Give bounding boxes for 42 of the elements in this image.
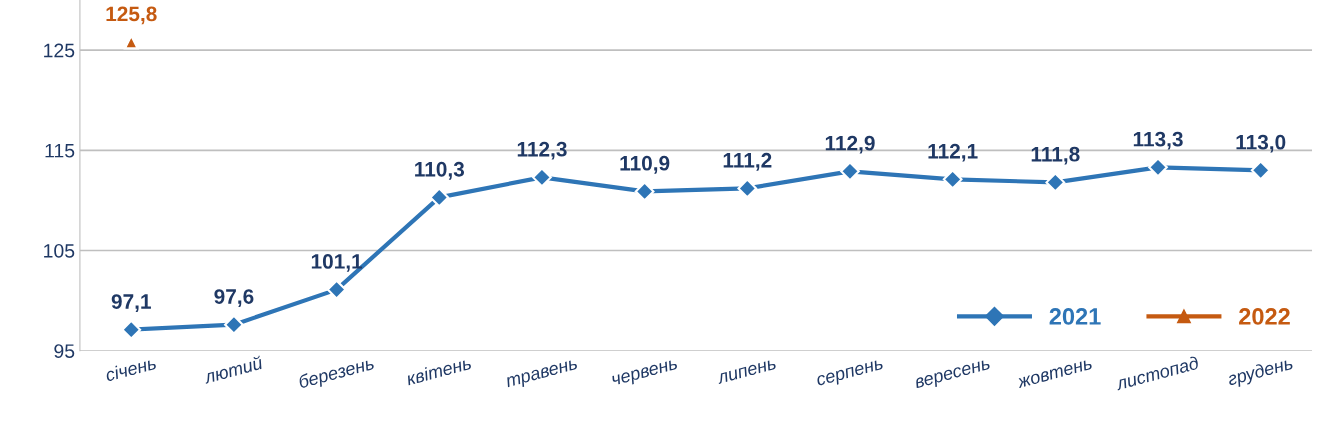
data-label: 111,2 [723, 152, 772, 171]
legend-label: 2021 [1049, 308, 1101, 325]
x-tick-label: травень [505, 359, 579, 391]
point [634, 181, 655, 202]
point [737, 178, 758, 199]
point [429, 187, 450, 208]
data-label: 97,6 [214, 289, 254, 307]
x-tick-label: січень [104, 355, 157, 382]
data-label: 113,3 [1133, 131, 1183, 150]
x-tick-label: жовтень [1016, 359, 1093, 389]
point [326, 279, 347, 300]
point [942, 169, 963, 190]
y-tick-label: 115 [45, 143, 75, 158]
x-tick-label: вересень [914, 359, 992, 392]
x-tick-label: серпень [816, 359, 885, 390]
data-label: 125,8 [106, 6, 157, 25]
data-label: 112,3 [517, 141, 567, 160]
legend-label: 2022 [1239, 308, 1290, 325]
data-label: 110,9 [620, 155, 670, 174]
x-tick-label: липень [716, 359, 777, 385]
point [1045, 172, 1066, 193]
data-label: 101,1 [311, 254, 363, 272]
point [1250, 160, 1271, 181]
x-tick-label: червень [611, 359, 679, 390]
point [1148, 157, 1168, 178]
x-tick-label: березень [297, 355, 376, 392]
y-tick-label: 95 [54, 344, 75, 358]
data-label: 112,9 [825, 135, 875, 154]
x-tick-label: квітень [405, 355, 472, 386]
point [532, 167, 552, 188]
y-tick-label: 125 [44, 43, 75, 58]
point [224, 314, 244, 335]
x-tick-label: лютий [202, 355, 264, 384]
data-label: 110,3 [415, 161, 465, 180]
point [121, 319, 142, 340]
x-tick-label: грудень [1226, 355, 1295, 390]
data-label: 111,8 [1031, 146, 1080, 165]
point [840, 161, 860, 182]
y-tick-label: 105 [44, 243, 75, 258]
data-label: 113,0 [1236, 134, 1286, 153]
data-label: 97,1 [111, 294, 151, 312]
data-label: 112,1 [928, 143, 978, 162]
